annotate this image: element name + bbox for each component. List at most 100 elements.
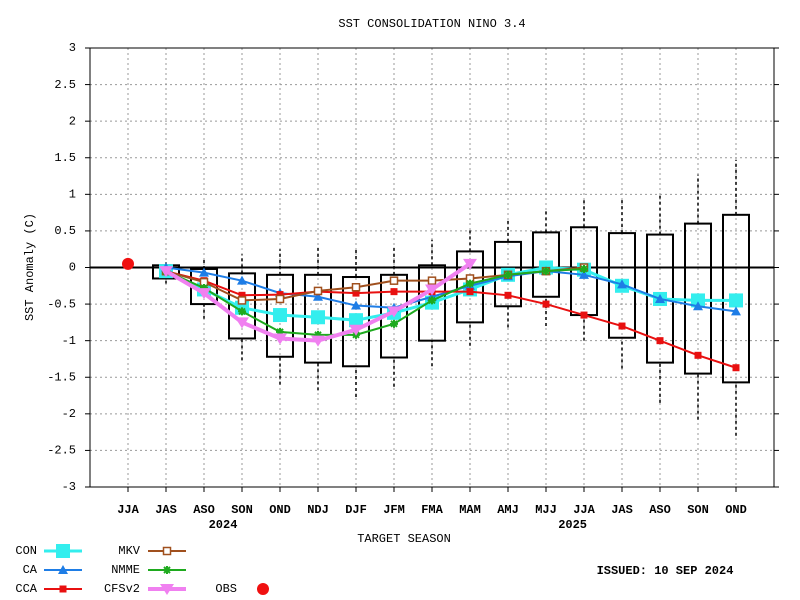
marker xyxy=(276,327,284,336)
marker xyxy=(197,288,211,300)
y-tick-label: 1.5 xyxy=(54,151,76,165)
y-tick-label: 0 xyxy=(69,261,76,275)
marker xyxy=(466,279,474,288)
box xyxy=(722,213,750,384)
box xyxy=(532,231,560,298)
marker xyxy=(235,317,249,329)
marker xyxy=(390,288,398,296)
marker xyxy=(122,257,134,270)
legend-item: CCA xyxy=(15,582,82,596)
marker xyxy=(694,351,702,359)
marker xyxy=(352,289,360,297)
legend-item: NMME xyxy=(111,563,186,577)
legend-label: MKV xyxy=(118,544,140,558)
marker xyxy=(311,335,325,347)
marker xyxy=(732,364,740,372)
marker xyxy=(276,291,284,299)
y-tick-label: 0.5 xyxy=(54,224,76,238)
y-tick-label: 2 xyxy=(69,114,76,128)
marker xyxy=(504,270,512,279)
box xyxy=(608,232,636,339)
x-tick-label: ASO xyxy=(193,503,215,517)
marker xyxy=(349,324,363,336)
marker xyxy=(59,585,67,593)
marker xyxy=(313,291,323,301)
legend-label: CA xyxy=(23,563,38,577)
x-tick-label: DJF xyxy=(345,503,367,517)
marker xyxy=(504,291,512,299)
x-tick-label: SON xyxy=(231,503,253,517)
x-tick-label: JJA xyxy=(573,503,595,517)
legend-item: OBS xyxy=(215,582,269,596)
marker xyxy=(314,330,322,339)
marker xyxy=(731,306,741,316)
marker xyxy=(160,584,174,595)
y-tick-label: 1 xyxy=(69,188,76,202)
marker xyxy=(313,286,323,296)
marker xyxy=(273,308,287,323)
y-tick-label: 3 xyxy=(69,41,76,55)
marker xyxy=(729,293,743,308)
marker xyxy=(425,284,439,296)
legend-label: NMME xyxy=(111,563,140,577)
x-tick-label: JAS xyxy=(155,503,177,517)
marker xyxy=(311,310,325,325)
x-tick-label: ASO xyxy=(649,503,671,517)
chart-title: SST CONSOLIDATION NINO 3.4 xyxy=(338,17,525,31)
x-tick-label: NDJ xyxy=(307,503,329,517)
legend-label: OBS xyxy=(215,582,237,596)
box xyxy=(456,250,484,324)
marker xyxy=(580,264,588,273)
x-tick-label: JJA xyxy=(117,503,139,517)
x-tick-label: FMA xyxy=(421,503,443,517)
year-label: 2025 xyxy=(558,518,587,532)
marker xyxy=(389,276,399,285)
y-tick-label: -0.5 xyxy=(47,297,76,311)
marker xyxy=(656,337,664,345)
marker xyxy=(56,544,70,558)
marker xyxy=(542,300,550,308)
x-tick-label: JAS xyxy=(611,503,633,517)
legend-item: CFSv2 xyxy=(104,582,186,596)
marker xyxy=(390,319,398,328)
marker xyxy=(275,294,285,304)
marker xyxy=(579,269,589,279)
x-tick-label: AMJ xyxy=(497,503,519,517)
marker xyxy=(387,306,401,318)
marker xyxy=(163,566,171,574)
y-tick-label: -3 xyxy=(62,480,76,494)
marker xyxy=(237,296,247,305)
marker xyxy=(618,322,626,330)
x-tick-label: MAM xyxy=(459,503,481,517)
legend-label: CON xyxy=(15,544,37,558)
marker xyxy=(463,258,477,270)
y-tick-label: -1.5 xyxy=(47,370,76,384)
y-tick-label: -2.5 xyxy=(47,444,76,458)
marker xyxy=(466,288,474,296)
marker xyxy=(349,313,363,328)
legend-label: CFSv2 xyxy=(104,582,140,596)
marker xyxy=(257,583,269,595)
x-axis-label: TARGET SEASON xyxy=(357,532,451,546)
legend-item: CA xyxy=(23,563,82,577)
marker xyxy=(273,333,287,345)
marker xyxy=(58,565,68,574)
marker xyxy=(428,296,436,305)
marker xyxy=(159,266,173,278)
marker xyxy=(238,307,246,316)
marker xyxy=(655,293,665,303)
year-label: 2024 xyxy=(209,518,238,532)
series-line xyxy=(165,267,585,336)
box xyxy=(418,264,446,342)
y-tick-label: -1 xyxy=(62,334,76,348)
y-tick-label: 2.5 xyxy=(54,78,76,92)
box xyxy=(228,272,256,340)
marker xyxy=(237,275,247,285)
legend-label: CCA xyxy=(15,582,37,596)
x-tick-label: OND xyxy=(269,503,291,517)
marker xyxy=(238,291,246,299)
legend-item: MKV xyxy=(118,544,186,558)
marker xyxy=(351,283,361,292)
